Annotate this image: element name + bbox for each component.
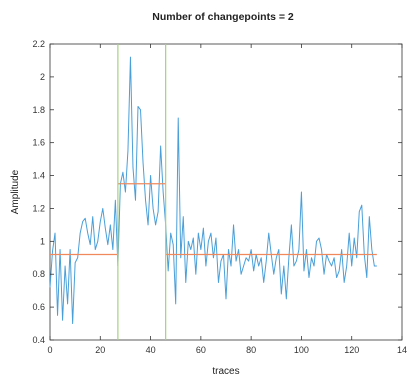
y-tick-label-3: 1: [40, 236, 45, 246]
signal-series-line: [49, 56, 377, 325]
y-tick-label-5: 1.4: [32, 171, 45, 181]
y-tick-label-7: 1.8: [32, 105, 45, 115]
x-tick-label-7: 14: [397, 345, 407, 355]
y-tick-label-1: 0.6: [32, 302, 45, 312]
y-tick-label-6: 1.6: [32, 138, 45, 148]
y-tick-label-8: 2: [40, 72, 45, 82]
x-axis-label: traces: [212, 366, 239, 377]
chart-title: Number of changepoints = 2: [152, 11, 294, 23]
y-tick-label-9: 2.2: [32, 39, 45, 49]
x-tick-label-6: 120: [344, 345, 359, 355]
plot-layer: 0 20 40 60 80 100 120 14 0.4 0.6 0.8 1 1.2 1.4 1.6 1.8 2…: [32, 39, 407, 355]
x-tick-label-4: 80: [246, 345, 256, 355]
x-tick-label-5: 100: [294, 345, 309, 355]
x-tick-label-2: 40: [146, 345, 156, 355]
x-tick-label-3: 60: [196, 345, 206, 355]
y-tick-label-4: 1.2: [32, 203, 45, 213]
y-tick-label-2: 0.8: [32, 269, 45, 279]
y-tick-label-0: 0.4: [32, 335, 45, 345]
x-tick-label-0: 0: [47, 345, 52, 355]
x-tick-label-1: 20: [95, 345, 105, 355]
y-axis-label: Amplitude: [10, 169, 21, 214]
